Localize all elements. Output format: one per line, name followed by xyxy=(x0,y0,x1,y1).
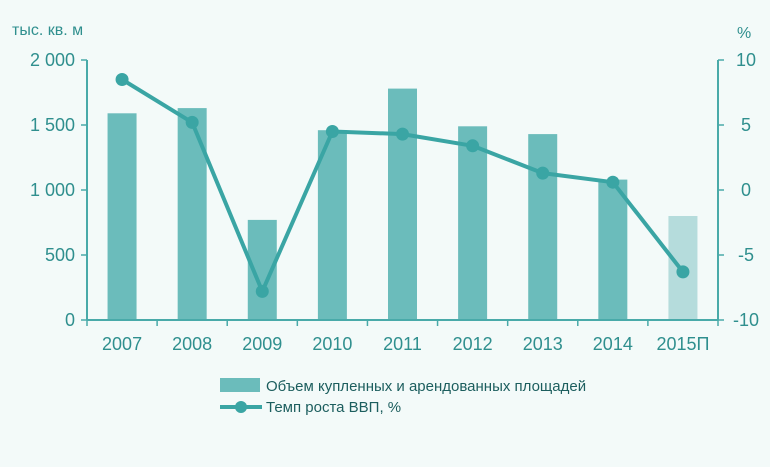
legend-bar-label: Объем купленных и арендованных площадей xyxy=(266,378,586,395)
gdp-point-2008 xyxy=(185,115,199,129)
legend: Объем купленных и арендованных площадей … xyxy=(220,378,586,416)
gdp-point-2011 xyxy=(396,127,409,141)
gdp-point-2013 xyxy=(536,166,550,180)
x-tick-label: 2014 xyxy=(593,334,633,354)
left-tick-label: 1 500 xyxy=(30,115,75,135)
bar-2012 xyxy=(458,126,488,320)
left-axis-unit-label: тыс. кв. м xyxy=(12,22,83,39)
axes-group: 0 500 1 000 1 500 2 000 -10 -5 0 5 10 2007 2008 2009… xyxy=(30,50,759,354)
right-tick-label: 0 xyxy=(741,180,751,200)
bar-2008 xyxy=(177,108,207,320)
gdp-point-2007 xyxy=(115,73,129,86)
right-axis-unit-label: % xyxy=(737,25,751,42)
left-tick-label: 2 000 xyxy=(30,50,75,70)
right-tick-label: -5 xyxy=(738,245,754,265)
x-tick-label: 2007 xyxy=(102,334,142,354)
x-tick-label: 2013 xyxy=(523,334,563,354)
legend-line-label: Темп роста ВВП, % xyxy=(266,399,401,416)
legend-line-marker xyxy=(235,401,247,413)
legend-bar-swatch xyxy=(220,378,260,392)
left-tick-label: 500 xyxy=(45,245,75,265)
left-tick-label: 0 xyxy=(65,310,75,330)
x-tick-label: 2012 xyxy=(453,334,493,354)
right-tick-label: 10 xyxy=(736,50,756,70)
right-tick-label: 5 xyxy=(741,115,751,135)
bar-2007 xyxy=(107,113,137,320)
bar-2013 xyxy=(528,134,558,320)
x-tick-label: 2015П xyxy=(656,334,709,354)
gdp-point-2009 xyxy=(255,284,269,298)
x-tick-label: 2011 xyxy=(383,334,422,354)
gdp-point-2015П xyxy=(676,265,690,279)
x-tick-label: 2010 xyxy=(312,334,352,354)
bar-2014 xyxy=(598,179,628,320)
x-tick-label: 2009 xyxy=(242,334,282,354)
bar-2010 xyxy=(317,130,347,320)
bar-2011 xyxy=(388,88,417,320)
gdp-point-2010 xyxy=(325,125,339,138)
gdp-point-2014 xyxy=(606,175,620,189)
gdp-point-2012 xyxy=(466,139,480,153)
line-series-group xyxy=(115,73,690,298)
right-tick-label: -10 xyxy=(733,310,759,330)
x-tick-label: 2008 xyxy=(172,334,212,354)
left-tick-label: 1 000 xyxy=(30,180,75,200)
